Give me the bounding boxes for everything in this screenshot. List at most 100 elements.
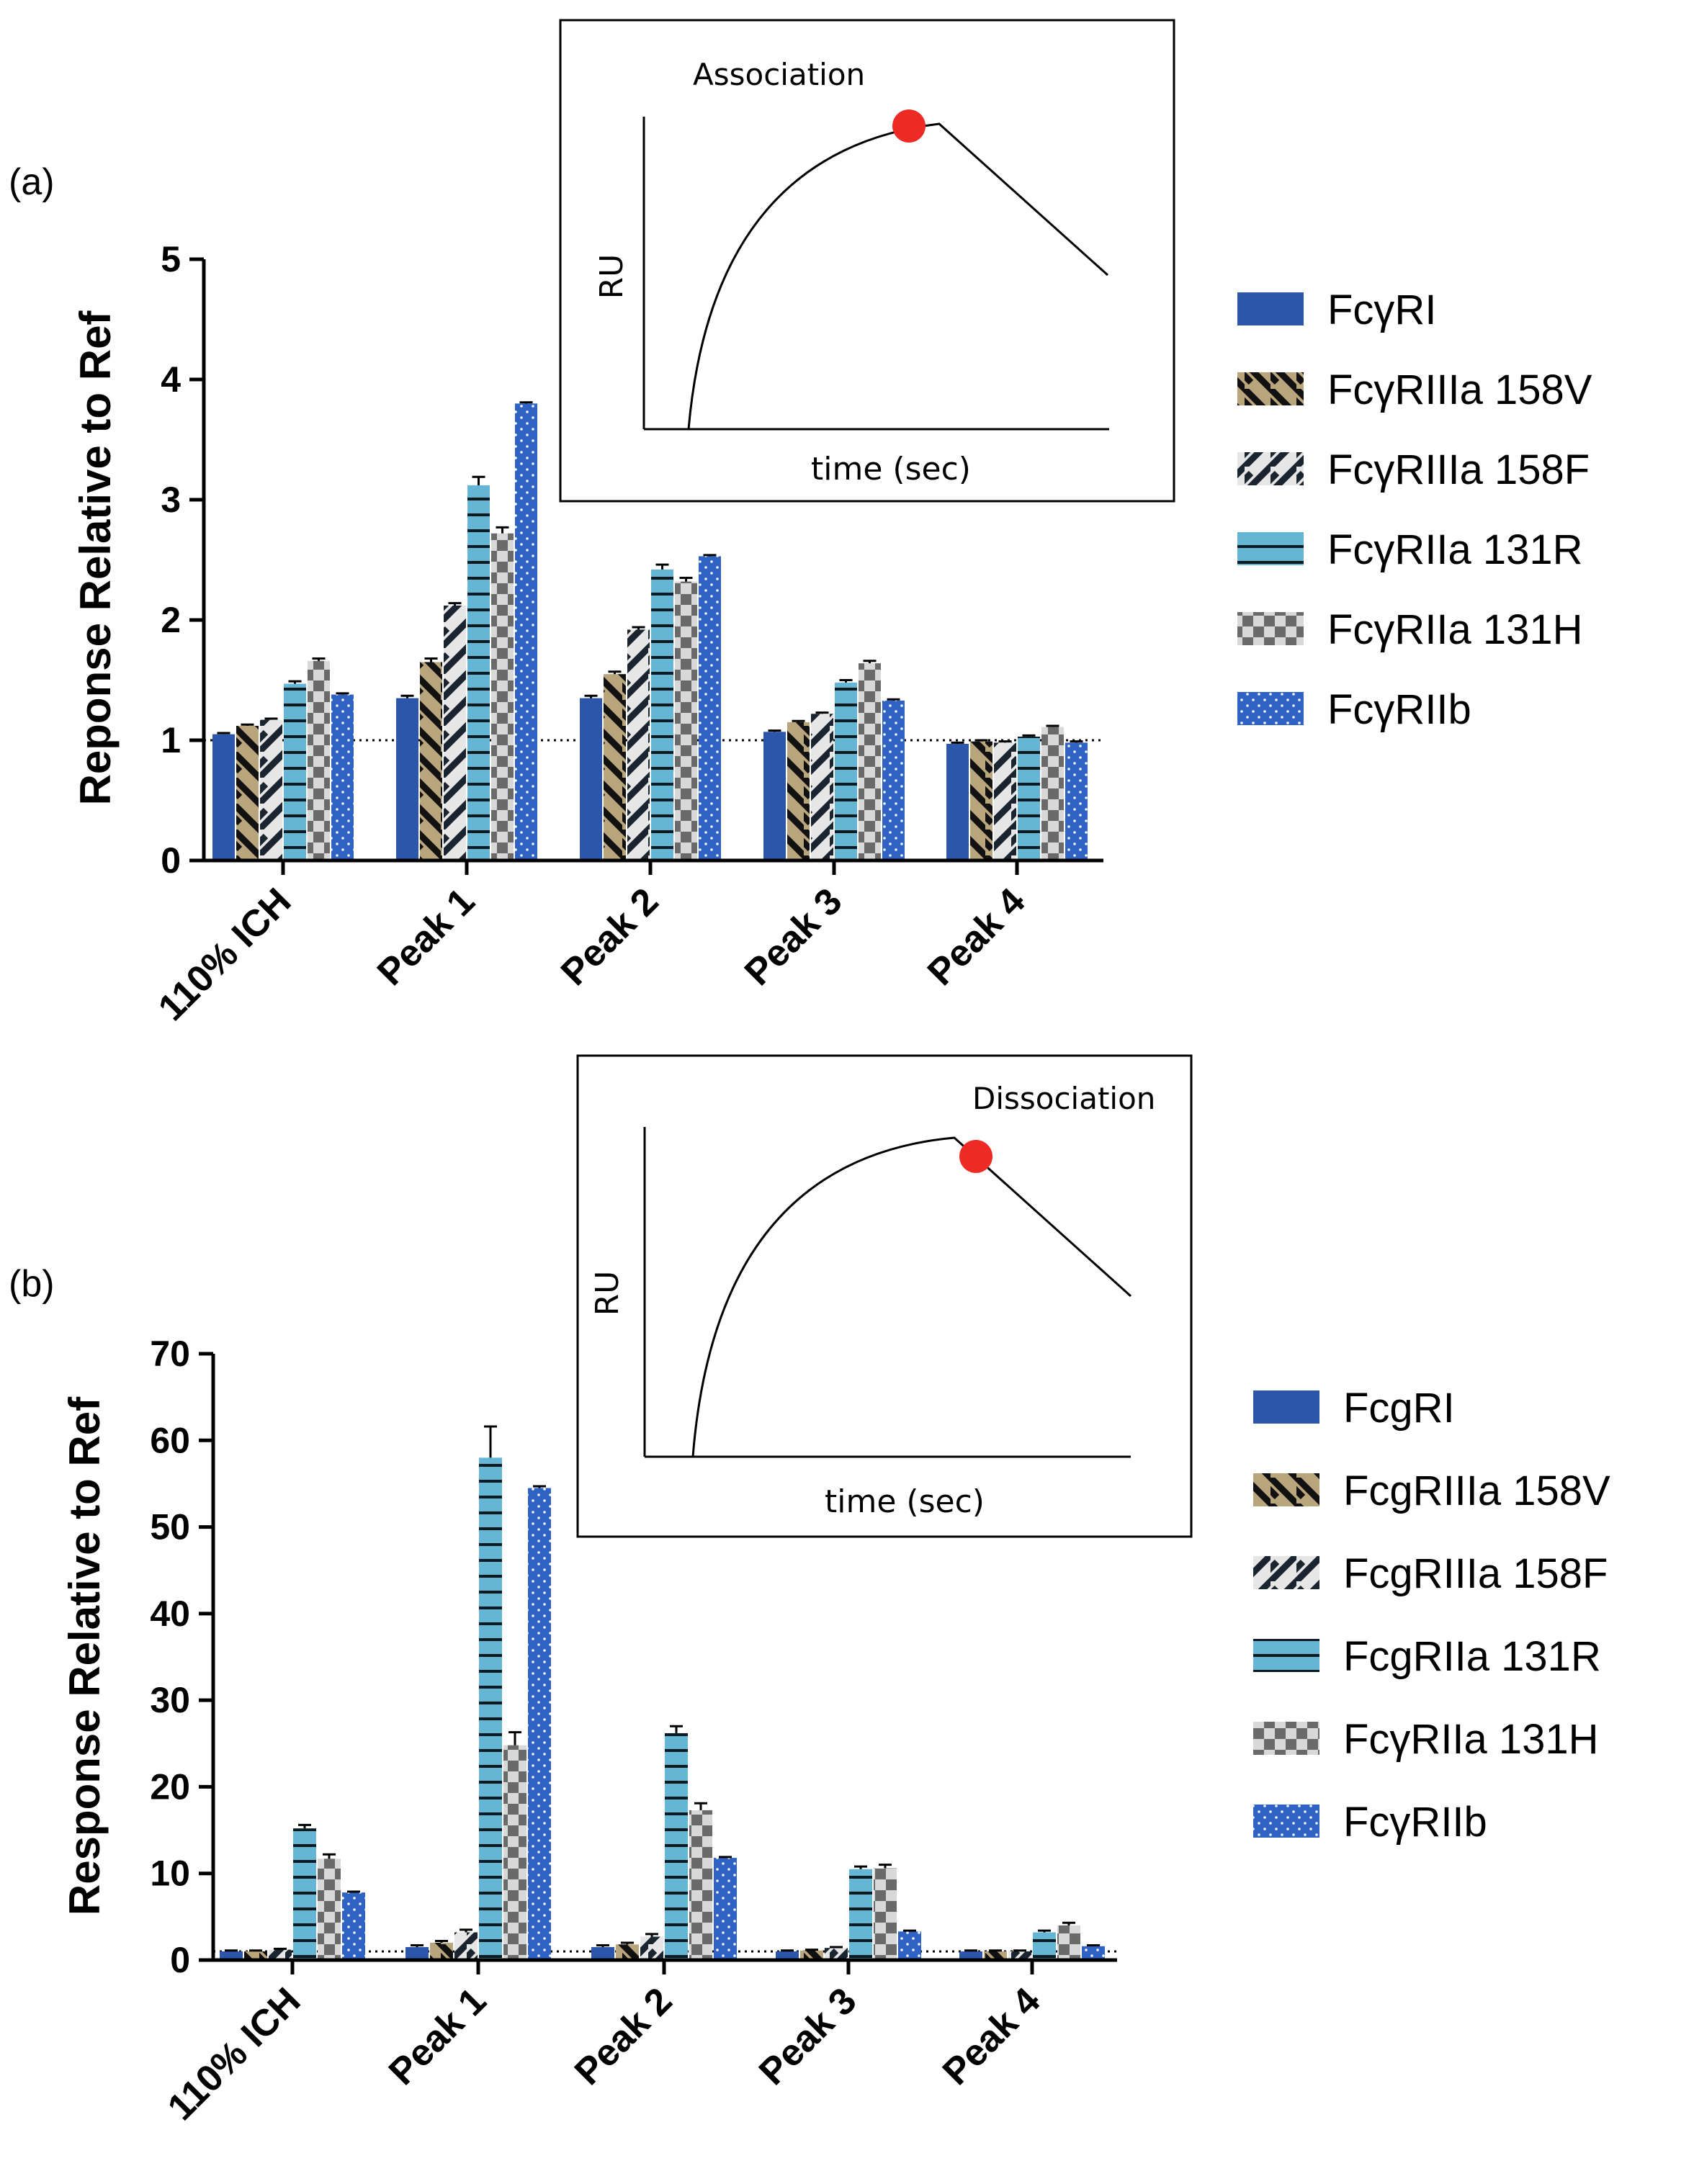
legend-item: FcγRIIb <box>1237 686 1471 733</box>
bar <box>212 734 235 860</box>
legend-label: FcγRIIa 131H <box>1327 606 1583 653</box>
bar <box>1041 727 1064 860</box>
bar <box>260 719 282 860</box>
legend-swatch <box>1253 1473 1319 1506</box>
inset-marker <box>892 109 926 143</box>
legend-swatch <box>1237 532 1304 565</box>
bar <box>811 714 833 860</box>
bar <box>714 1858 737 1960</box>
y-tick-label: 1 <box>161 720 181 760</box>
legend-b: FcgRI FcgRIIIa 158V FcgRIIIa 158F FcgRIIa 1… <box>1253 1385 1610 1846</box>
bar <box>244 1951 267 1960</box>
legend-item: FcγRI <box>1237 287 1436 333</box>
bar <box>1018 736 1040 860</box>
bar <box>627 629 650 860</box>
bar <box>800 1950 823 1960</box>
legend-label: FcγRIIa 131H <box>1343 1716 1599 1763</box>
bar <box>1057 1925 1080 1960</box>
y-tick-label: 0 <box>170 1940 190 1980</box>
bar <box>665 1733 688 1960</box>
legend-label: FcγRIIIa 158V <box>1327 367 1592 413</box>
bar <box>1008 1951 1031 1960</box>
y-tick-label: 3 <box>161 480 181 520</box>
bar <box>675 581 697 860</box>
bar <box>699 556 721 860</box>
bar <box>420 662 442 860</box>
bar <box>1082 1946 1105 1960</box>
category-label: Peak 4 <box>920 880 1034 994</box>
y-tick-label: 40 <box>150 1594 190 1634</box>
legend-swatch <box>1237 612 1304 645</box>
category-label: Peak 3 <box>751 1979 865 2093</box>
legend-label: FcγRIIb <box>1327 686 1471 733</box>
y-tick-label: 60 <box>150 1420 190 1460</box>
bar <box>479 1457 502 1960</box>
bar <box>651 569 673 860</box>
bar <box>1065 742 1088 860</box>
bar <box>284 683 306 860</box>
legend-item: FcγRIIa 131R <box>1237 526 1583 573</box>
bar <box>874 1868 897 1960</box>
y-tick-label: 2 <box>161 600 181 640</box>
legend-swatch <box>1237 372 1304 405</box>
bar <box>528 1488 551 1960</box>
bar <box>331 694 354 860</box>
legend-item: FcgRIIIa 158F <box>1253 1550 1608 1597</box>
bar <box>236 725 259 860</box>
bar <box>946 744 969 860</box>
category-label: Peak 1 <box>381 1979 495 2093</box>
inset-frame <box>559 19 1175 503</box>
bar <box>994 742 1016 860</box>
legend-swatch <box>1253 1639 1319 1672</box>
bar <box>849 1869 872 1960</box>
bar <box>342 1892 365 1960</box>
legend-swatch <box>1237 692 1304 725</box>
bar <box>616 1944 639 1960</box>
bar <box>882 700 905 860</box>
bar <box>220 1951 243 1960</box>
category-label: Peak 3 <box>737 880 851 994</box>
inset-marker <box>959 1140 992 1173</box>
bar <box>984 1951 1007 1960</box>
panel-b: (b) 0 10 20 30 40 50 60 70 110% ICH Peak 1 Peak 2 P… <box>9 1054 1610 2129</box>
y-axis-title-a: Reponse Relative to Ref <box>71 310 120 806</box>
y-tick-label: 20 <box>150 1766 190 1807</box>
y-tick-label: 30 <box>150 1680 190 1720</box>
legend-item: FcγRIIIa 158F <box>1237 446 1590 493</box>
category-label: Peak 4 <box>935 1979 1049 2093</box>
bar <box>430 1942 453 1960</box>
legend-label: FcgRIIIa 158F <box>1343 1550 1608 1597</box>
bar <box>776 1951 799 1960</box>
legend-swatch <box>1253 1805 1319 1838</box>
category-label: Peak 2 <box>567 1979 681 2093</box>
inset-label: Dissociation <box>972 1081 1155 1116</box>
bar <box>503 1745 526 1960</box>
bar <box>467 485 490 860</box>
inset-x-label: time (sec) <box>825 1483 985 1520</box>
legend-swatch <box>1253 1722 1319 1755</box>
category-label: 110% ICH <box>160 1979 309 2129</box>
legend-label: FcγRI <box>1327 287 1436 333</box>
bar <box>787 722 810 860</box>
inset-x-label: time (sec) <box>811 451 971 487</box>
bar <box>898 1931 921 1960</box>
inset-curve <box>691 1136 1132 1457</box>
bar <box>293 1828 316 1960</box>
bar <box>308 660 330 860</box>
bar <box>689 1810 712 1960</box>
inset-association: Association RU time (sec) <box>559 19 1175 503</box>
legend-item: FcgRI <box>1253 1385 1455 1432</box>
bar <box>318 1859 341 1960</box>
bar <box>444 605 466 860</box>
legend-item: FcgRIIIa 158V <box>1253 1468 1610 1514</box>
category-label: Peak 1 <box>369 880 483 994</box>
legend-label: FcgRIIIa 158V <box>1343 1468 1610 1514</box>
bar <box>580 698 602 860</box>
bar <box>970 741 992 860</box>
legend-a: FcγRI FcγRIIIa 158V FcγRIIIa 158F FcγRIIa 1… <box>1237 287 1592 733</box>
bar <box>1033 1932 1056 1960</box>
bar <box>491 533 514 860</box>
legend-label: FcγRIIa 131R <box>1327 526 1583 573</box>
legend-swatch <box>1237 292 1304 325</box>
